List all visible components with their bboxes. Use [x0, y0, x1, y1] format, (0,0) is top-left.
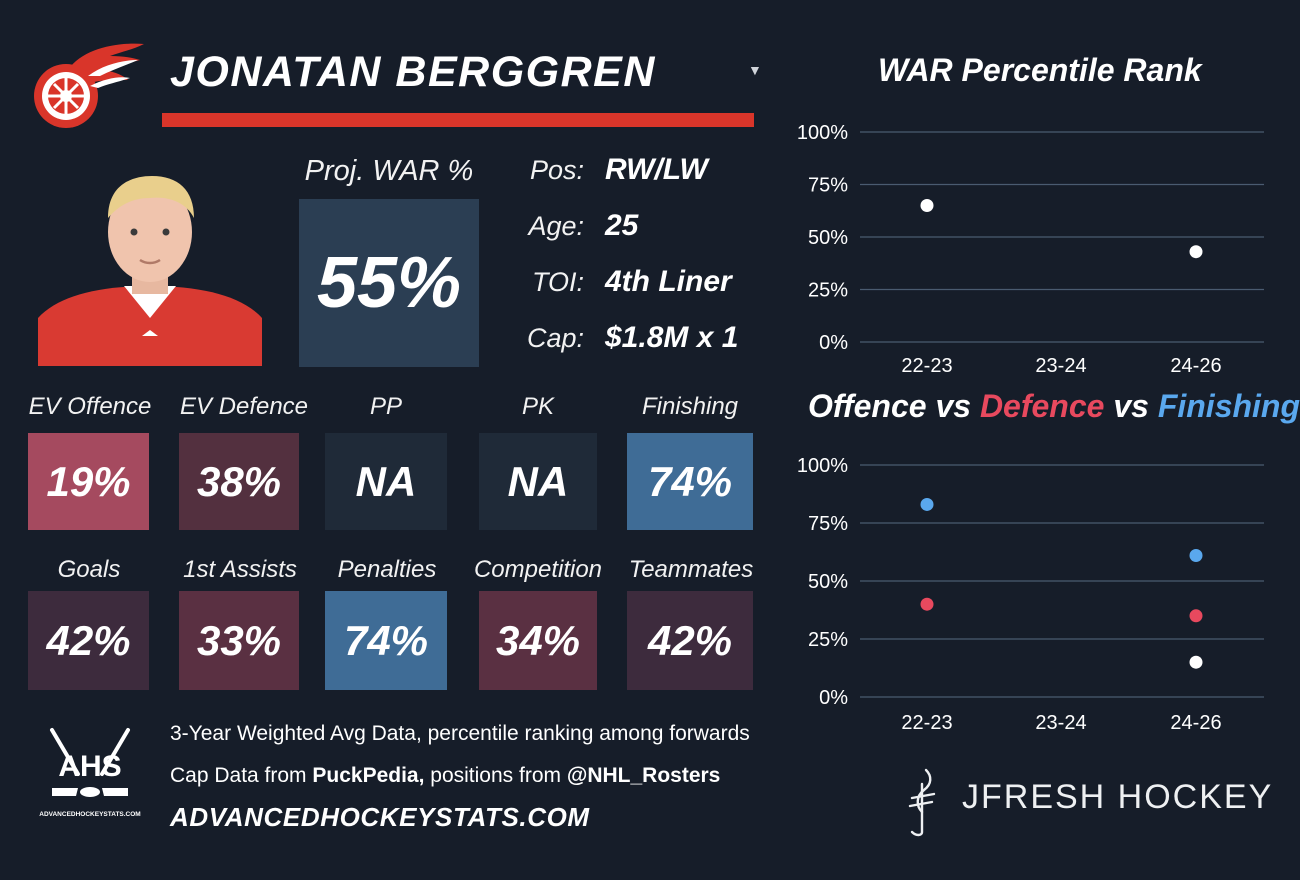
title-vs-1: vs [926, 388, 980, 424]
data-point-finishing [920, 497, 934, 511]
cap-label: Cap: [526, 323, 584, 353]
first-assists-box: 33% [179, 591, 299, 690]
footnote-data-method: 3-Year Weighted Avg Data, percentile ran… [170, 722, 750, 745]
pos-value: RW/LW [605, 153, 708, 186]
y-tick-label: 50% [808, 571, 848, 593]
goals-label: Goals [57, 556, 121, 583]
ahs-logo: AHS ADVANCEDHOCKEYSTATS.COM [39, 728, 141, 818]
ev-offence-label: EV Offence [28, 393, 152, 420]
pk-box: NA [479, 433, 597, 530]
y-tick-label: 75% [808, 175, 848, 197]
ahs-logo-url: ADVANCEDHOCKEYSTATS.COM [39, 811, 140, 818]
x-tick-label: 24-26 [1170, 712, 1221, 734]
title-vs-2: vs [1104, 388, 1158, 424]
y-tick-label: 25% [808, 629, 848, 651]
age-value: 25 [605, 209, 639, 242]
title-underline-bar [162, 113, 754, 127]
nhl-rosters-link: @NHL_Rosters [566, 764, 721, 787]
pos-label: Pos: [529, 155, 584, 185]
y-tick-label: 0% [819, 332, 848, 354]
cap-value: $1.8M x 1 [605, 321, 739, 354]
y-tick-label: 25% [808, 280, 848, 302]
penalties-box: 74% [325, 591, 447, 690]
title-defence: Defence [979, 388, 1105, 424]
title-offence: Offence [808, 388, 927, 424]
ev-defence-box: 38% [179, 433, 299, 530]
data-point-defence [1189, 609, 1203, 623]
player-select-chevron-down-icon[interactable]: ▼ [748, 62, 762, 78]
ev-offence-box: 19% [28, 433, 149, 530]
x-tick-label: 22-23 [901, 355, 952, 377]
ev-defence-label: EV Defence [179, 393, 309, 420]
data-point [1189, 245, 1203, 259]
data-point-defence [920, 597, 934, 611]
jfresh-logo-icon [908, 768, 936, 837]
toi-value: 4th Liner [605, 265, 732, 298]
data-point [920, 199, 934, 212]
player-headshot [38, 168, 262, 366]
player-name: JONATAN BERGGREN [170, 48, 656, 96]
y-tick-label: 100% [797, 455, 848, 477]
competition-label: Competition [473, 556, 603, 583]
y-tick-label: 100% [797, 122, 848, 144]
war-chart-title: WAR Percentile Rank [878, 52, 1202, 88]
teammates-label: Teammates [628, 556, 754, 583]
x-tick-label: 23-24 [1035, 712, 1086, 734]
finishing-box: 74% [627, 433, 753, 530]
x-tick-label: 24-26 [1170, 355, 1221, 377]
ahs-logo-text: AHS [58, 750, 121, 783]
pk-label: PK [521, 393, 554, 420]
title-finishing: Finishing [1157, 388, 1300, 424]
penalties-label: Penalties [337, 556, 437, 583]
teammates-box: 42% [627, 591, 753, 690]
x-tick-label: 23-24 [1035, 355, 1086, 377]
proj-war-label: Proj. WAR % [304, 155, 474, 187]
red-wings-winged-wheel-icon [34, 43, 144, 128]
y-tick-label: 0% [819, 687, 848, 709]
data-point-offence [1189, 655, 1203, 669]
pp-label: PP [369, 393, 402, 420]
y-tick-label: 75% [808, 513, 848, 535]
footnote-sources: Cap Data from PuckPedia, positions from … [170, 764, 720, 788]
age-label: Age: [528, 211, 584, 241]
first-assists-label: 1st Assists [183, 556, 297, 583]
finishing-label: Finishing [641, 393, 739, 420]
war-percentile-chart: 100% 75% 50% 25% 0% 22-23 23-24 24-26 [797, 122, 1264, 377]
offence-defence-finishing-chart: 100% 75% 50% 25% 0% 22-23 23-24 24-26 [797, 455, 1264, 734]
ovdvf-chart-title: Offence vs Defence vs Finishing [808, 388, 1300, 425]
goals-box: 42% [28, 591, 149, 690]
x-tick-label: 22-23 [901, 712, 952, 734]
proj-war-value: 55% [299, 199, 479, 367]
competition-box: 34% [479, 591, 597, 690]
footnote-positions-prefix: positions from [424, 764, 567, 787]
y-tick-label: 50% [808, 227, 848, 249]
pp-box: NA [325, 433, 447, 530]
site-url: ADVANCEDHOCKEYSTATS.COM [170, 802, 590, 832]
jfresh-hockey-brand: JFRESH HOCKEY [962, 778, 1274, 816]
toi-label: TOI: [531, 267, 584, 297]
footnote-cap-prefix: Cap Data from [170, 764, 313, 787]
data-point-finishing [1189, 548, 1203, 562]
puckpedia-link: PuckPedia, [312, 764, 425, 787]
